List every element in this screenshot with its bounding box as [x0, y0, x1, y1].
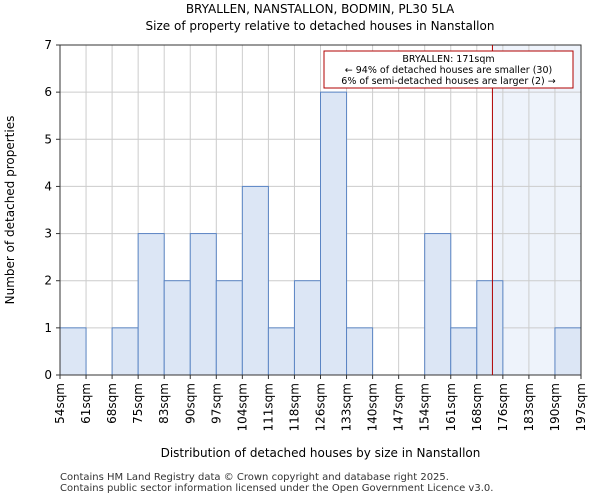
bar-126sqm [320, 91, 348, 376]
x-tick-label: 176sqm [496, 383, 510, 431]
bar-190sqm [554, 327, 582, 376]
y-tick-label: 1 [44, 321, 52, 335]
chart-subtitle: Size of property relative to detached ho… [145, 19, 495, 33]
annotation-box [323, 50, 574, 89]
y-tick-label: 5 [44, 132, 52, 146]
x-tick-label: 154sqm [418, 383, 432, 431]
bar-90sqm [189, 233, 217, 376]
y-tick-label: 7 [44, 38, 52, 52]
y-tick-label: 4 [44, 179, 52, 193]
x-tick-label: 140sqm [366, 383, 380, 431]
x-tick-label: 168sqm [470, 383, 484, 431]
x-tick-label: 75sqm [131, 383, 145, 424]
bar-118sqm [293, 280, 322, 376]
bar-133sqm [346, 327, 374, 376]
bar-83sqm [163, 280, 191, 376]
bar-104sqm [241, 185, 269, 376]
bar-54sqm [59, 327, 87, 376]
bar-111sqm [267, 327, 295, 376]
x-tick-label: 68sqm [105, 383, 119, 424]
bar-154sqm [424, 233, 452, 376]
y-tick-label: 2 [44, 274, 52, 288]
x-tick-label: 197sqm [574, 383, 588, 431]
x-tick-label: 111sqm [261, 383, 275, 431]
y-tick-label: 3 [44, 227, 52, 241]
x-tick-label: 90sqm [183, 383, 197, 424]
x-axis-label: Distribution of detached houses by size … [161, 446, 481, 460]
x-tick-label: 183sqm [522, 383, 536, 431]
x-tick-label: 161sqm [444, 383, 458, 431]
footer-licence: Contains public sector information licen… [60, 483, 494, 494]
chart-title: BRYALLEN, NANSTALLON, BODMIN, PL30 5LA [185, 2, 455, 16]
x-tick-label: 133sqm [340, 383, 354, 431]
bar-75sqm [137, 233, 165, 376]
x-tick-label: 104sqm [235, 383, 249, 431]
x-tick-label: 54sqm [53, 383, 67, 424]
y-tick-label: 0 [44, 368, 52, 382]
bar-168sqm [476, 280, 504, 376]
x-tick-label: 126sqm [314, 383, 328, 431]
highlight-region [492, 45, 581, 375]
y-tick-label: 6 [44, 85, 52, 99]
footer-copyright: Contains HM Land Registry data © Crown c… [60, 472, 449, 483]
bar-68sqm [111, 327, 139, 376]
annotation-line: 6% of semi-detached houses are larger (2… [341, 76, 555, 87]
x-tick-label: 147sqm [392, 383, 406, 431]
y-axis-label: Number of detached properties [3, 116, 17, 305]
x-tick-label: 190sqm [548, 383, 562, 431]
x-tick-label: 97sqm [209, 383, 223, 424]
bar-161sqm [450, 327, 478, 376]
x-tick-label: 61sqm [79, 383, 93, 424]
x-tick-label: 118sqm [287, 383, 301, 431]
bar-97sqm [215, 280, 243, 376]
annotation-line: ← 94% of detached houses are smaller (30… [345, 65, 552, 76]
annotation-line: BRYALLEN: 171sqm [402, 54, 494, 65]
x-tick-label: 83sqm [157, 383, 171, 424]
